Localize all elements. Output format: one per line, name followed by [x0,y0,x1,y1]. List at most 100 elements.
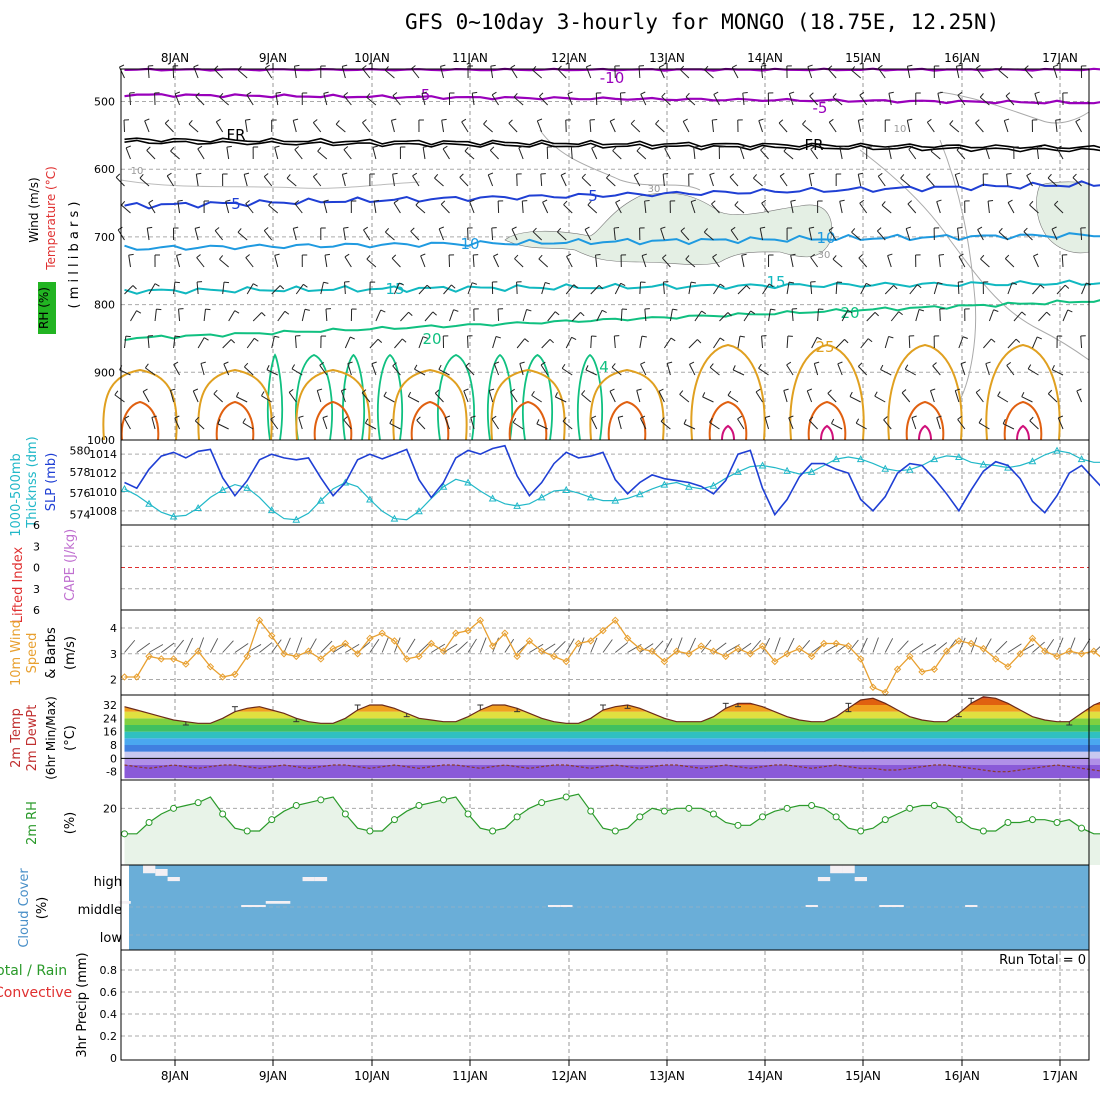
wind10-point [758,642,767,650]
wind-barb-flag [859,199,865,204]
wind-barb-flag [851,66,856,71]
wind-barb-flag [323,91,329,94]
wind-barb-staff [639,336,643,349]
rh-point [366,827,374,835]
slp-tick: 1012 [89,467,117,480]
wind10-point [734,644,742,653]
isotherm-dome-hot [721,424,735,441]
wind-barb-staff [732,369,745,376]
cloud-high-bar [155,869,168,876]
wind-barb-staff [851,231,862,241]
wind-barb-staff [389,423,401,430]
wind-barb-staff [263,230,273,241]
wind-barb-flag [936,199,942,203]
wind-barb-staff [173,282,176,295]
wind-barb-staff [490,66,494,79]
isotherm-dome-inner [1003,400,1043,441]
cloud-high-bar [278,901,291,904]
wind-barb-flag [1047,389,1053,395]
wind-barb-flag [746,285,751,290]
wind-barb-flag [790,253,796,256]
wind-barb-staff [236,396,248,403]
wind-barb-flag [366,255,371,260]
wind10-barb [602,639,613,653]
wind-barb-flag [371,361,377,365]
wind-barb-flag [275,91,281,94]
wind-barb-staff [408,396,420,403]
rh-contour-label: 30 [818,250,831,261]
wind-barb-flag [591,415,597,419]
wind-barb-staff [493,255,500,268]
wind-barb-flag [125,145,131,149]
wind-barb-staff [324,255,328,268]
wind-barb-staff [644,308,647,322]
wind-barb-staff [1056,148,1064,160]
wind-barb-staff [124,285,134,295]
wind-barb-staff [215,121,224,133]
wind-barb-staff [810,256,819,268]
wind-barb-flag [384,66,389,71]
wind10-barb [345,643,360,653]
wind-barb-staff [440,203,450,214]
wind10-barb [259,642,273,653]
isotherm-bump [266,353,284,441]
wind-barb-flag [392,362,397,367]
wind-barb-flag [664,145,670,149]
wind-barb-flag [489,388,495,391]
wind-barb-flag [802,120,807,125]
wind-barb-flag [580,311,585,317]
wind-barb-flag [955,388,961,392]
wind-barb-staff [881,204,892,214]
wind10-point [1090,647,1098,655]
wind-barb-flag [366,93,371,98]
wind-barb-flag [660,226,666,230]
wind-barb-flag [591,145,597,149]
wind-barb-flag [980,254,985,260]
wind-barb-flag [807,64,813,68]
wind-barb-flag [730,226,736,231]
temp-band [124,705,1100,712]
contour-label: 4 [599,358,609,376]
wind-barb-staff [1047,393,1058,403]
wind-barb-staff [531,394,542,403]
wind-barb-staff [655,123,665,133]
wind-barb-flag [298,415,304,419]
slp-tick: 1014 [89,448,117,461]
wind-barb-flag [410,227,415,232]
ylabel-slp: SLP (mb) [44,453,59,512]
temp-tick: 8 [110,739,117,752]
wind-barb-flag [432,311,437,316]
wind-barb-staff [641,255,647,268]
wind-barb-flag [906,226,912,230]
wind-barb-flag [702,392,706,398]
wind-barb-staff [926,121,935,133]
wind-barb-flag [532,66,537,71]
wind-barb-flag [640,91,646,95]
wind-barb-staff [292,228,297,241]
thickness-point [758,461,767,469]
temp-band [124,745,1100,752]
wind-barb-flag [217,419,221,424]
wind-barb-staff [937,93,941,106]
wind-barb-staff [412,175,420,187]
wind-barb-staff [788,93,794,106]
wind-barb-staff [581,177,592,187]
wind-barb-staff [203,309,206,322]
ylabel-cape: CAPE (J/kg) [63,529,78,601]
wind-barb-staff [783,390,788,403]
wind-barb-flag [633,172,639,176]
wind-barb-staff [223,363,230,376]
wind-barb-staff [957,228,960,241]
wind-barb-flag [1024,65,1029,70]
wind-barb-flag [170,388,176,391]
wind-barb-staff [590,285,600,295]
wind-barb-flag [304,308,310,311]
wind-barb-flag [205,308,211,311]
pressure-tick-label: 500 [94,95,115,108]
wind10-point [268,632,276,640]
wind-barb-flag [537,118,543,122]
thickness-point [218,485,227,493]
rh-point [685,804,693,812]
wind-barb-flag [415,201,420,206]
wind-barb-flag [734,201,739,206]
